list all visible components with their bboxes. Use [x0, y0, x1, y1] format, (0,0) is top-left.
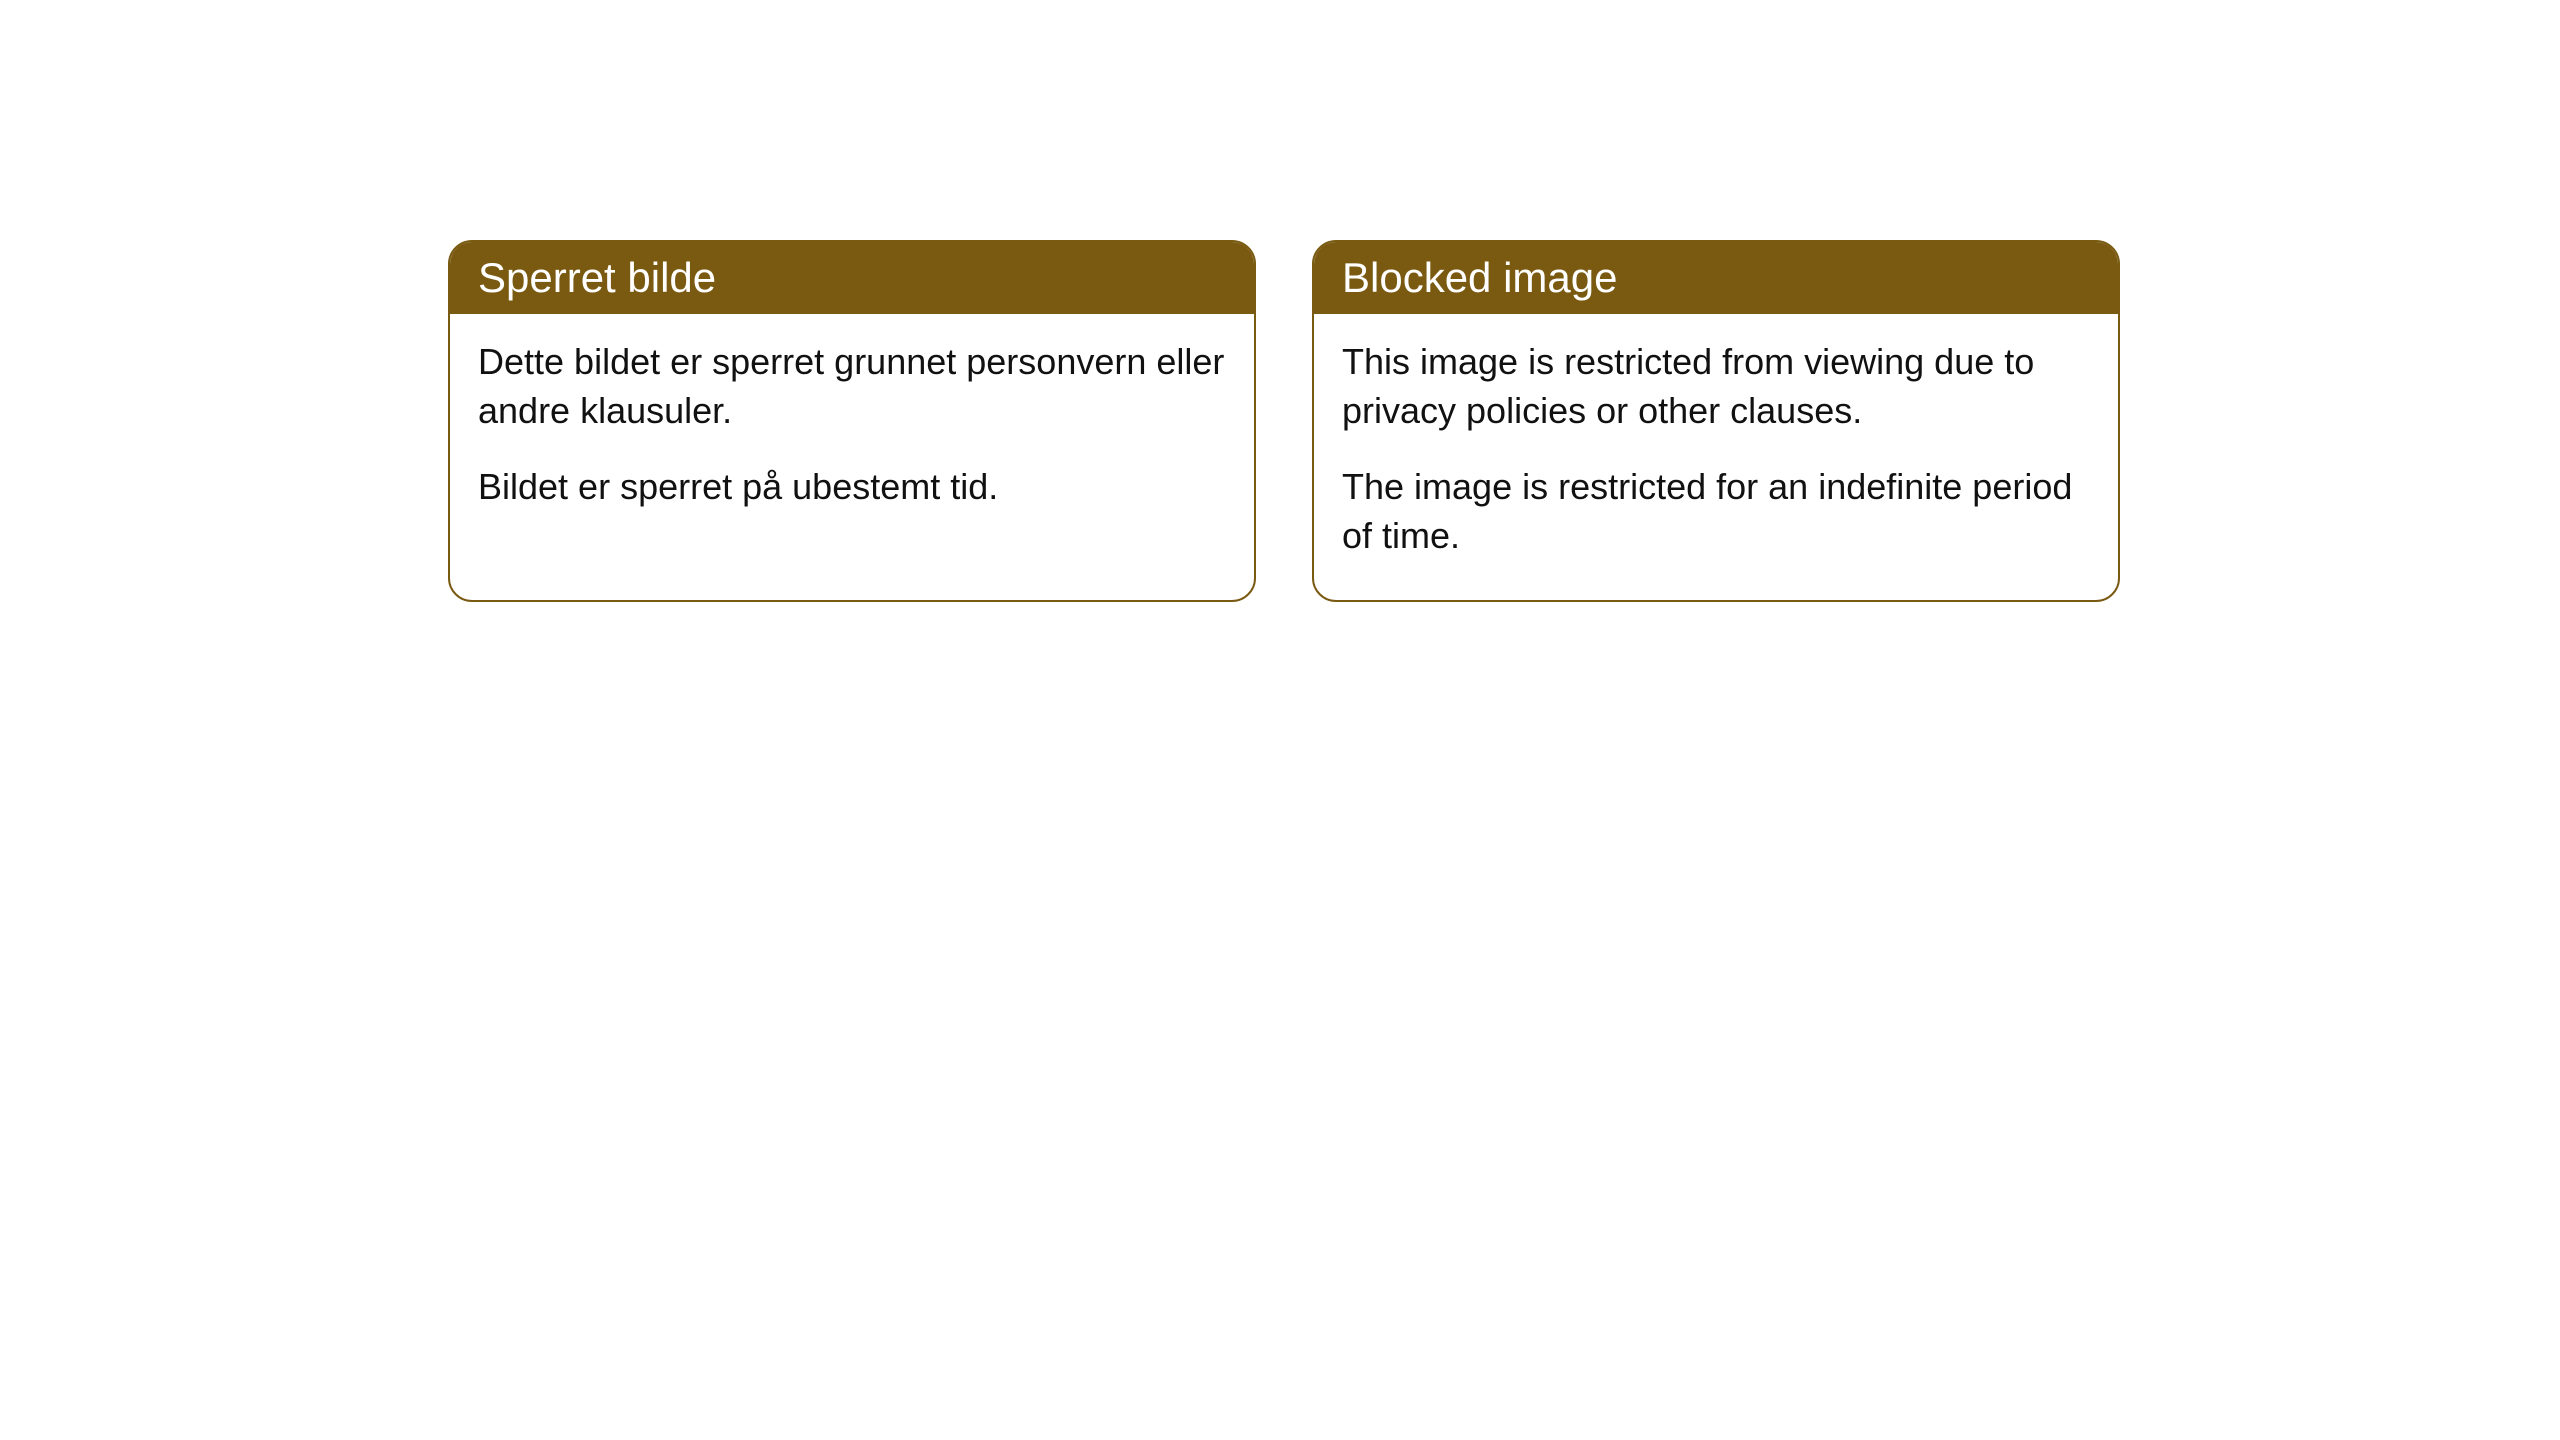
card-paragraph: The image is restricted for an indefinit… — [1342, 463, 2090, 560]
card-body: Dette bildet er sperret grunnet personve… — [450, 314, 1254, 552]
notice-card-english: Blocked image This image is restricted f… — [1312, 240, 2120, 602]
card-title: Sperret bilde — [478, 254, 716, 301]
notice-container: Sperret bilde Dette bildet er sperret gr… — [448, 240, 2120, 602]
notice-card-norwegian: Sperret bilde Dette bildet er sperret gr… — [448, 240, 1256, 602]
card-header: Sperret bilde — [450, 242, 1254, 314]
card-body: This image is restricted from viewing du… — [1314, 314, 2118, 600]
card-title: Blocked image — [1342, 254, 1617, 301]
card-paragraph: Bildet er sperret på ubestemt tid. — [478, 463, 1226, 512]
card-paragraph: Dette bildet er sperret grunnet personve… — [478, 338, 1226, 435]
card-paragraph: This image is restricted from viewing du… — [1342, 338, 2090, 435]
card-header: Blocked image — [1314, 242, 2118, 314]
